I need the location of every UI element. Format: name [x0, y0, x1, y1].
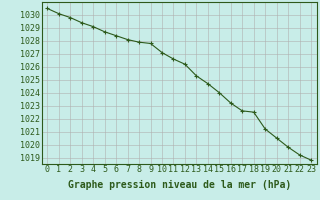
X-axis label: Graphe pression niveau de la mer (hPa): Graphe pression niveau de la mer (hPa): [68, 180, 291, 190]
